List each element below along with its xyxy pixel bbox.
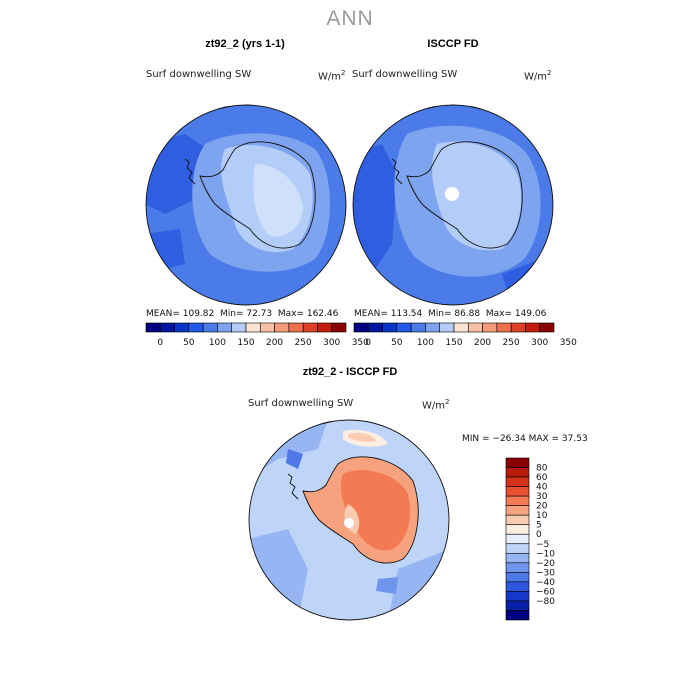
diff-colorbar-swatch	[505, 457, 530, 468]
panel2-field-label: Surf downwelling SW	[352, 69, 458, 80]
panel1-colorbar-swatch	[202, 322, 218, 333]
panel1-colorbar-swatch	[331, 322, 347, 333]
diff-minmax: MIN = −26.34 MAX = 37.53	[462, 434, 588, 444]
panel1-colorbar-swatch	[174, 322, 190, 333]
panel1-map	[145, 104, 347, 306]
panel2-stats: MEAN= 113.54 Min= 86.88 Max= 149.06	[354, 309, 547, 319]
diff-colorbar-tick-label: 40	[536, 483, 548, 493]
diff-colorbar-swatch	[505, 562, 530, 573]
panel2-colorbar-swatch	[525, 322, 541, 333]
panel2-colorbar-tick-label: 50	[391, 338, 403, 348]
panel2-colorbar-tick-label: 100	[417, 338, 434, 348]
diff-map	[248, 419, 450, 621]
diff-colorbar-swatch	[505, 591, 530, 602]
panel1-colorbar-swatch	[145, 322, 161, 333]
diff-colorbar-swatch	[505, 505, 530, 516]
panel2-colorbar-swatch	[539, 322, 555, 333]
diff-colorbar-tick-label: −40	[536, 578, 555, 588]
diff-colorbar-swatch	[505, 543, 530, 554]
panel2-colorbar-swatch	[496, 322, 512, 333]
panel2-map	[352, 104, 554, 306]
panel1-title: zt92_2 (yrs 1-1)	[205, 38, 285, 50]
panel1-colorbar-swatch	[245, 322, 261, 333]
panel1-colorbar-swatch	[288, 322, 304, 333]
diff-colorbar-swatch	[505, 524, 530, 535]
panel2-colorbar-tick-label: 150	[445, 338, 462, 348]
diff-colorbar-swatch	[505, 552, 530, 564]
panel2-colorbar-swatch	[396, 322, 412, 333]
panel1-colorbar-swatch	[317, 322, 333, 333]
panel2-colorbar-tick-label: 200	[474, 338, 491, 348]
diff-colorbar-tick-label: 10	[536, 511, 548, 521]
panel1-colorbar-tick-label: 200	[266, 338, 283, 348]
diff-colorbar-tick-label: −10	[536, 549, 555, 559]
panel1-colorbar-swatch	[159, 322, 175, 333]
panel2-colorbar-swatch	[510, 322, 526, 333]
diff-colorbar-tick-label: 60	[536, 473, 548, 483]
diff-colorbar-tick-label: 30	[536, 492, 548, 502]
diff-colorbar-swatch	[505, 572, 530, 583]
panel2-colorbar-swatch	[410, 322, 426, 333]
diff-colorbar-tick-label: 5	[536, 521, 542, 531]
panel2-colorbar-swatch	[382, 322, 398, 333]
panel1-colorbar-tick-label: 100	[209, 338, 226, 348]
panel2-colorbar-swatch	[467, 322, 483, 333]
panel2-colorbar-swatch	[482, 322, 498, 333]
diff-field-label: Surf downwelling SW	[248, 398, 354, 409]
panel1-colorbar-tick-label: 350	[352, 338, 369, 348]
diff-colorbar-swatch	[505, 600, 530, 611]
panel1-colorbar-swatch	[188, 322, 204, 333]
diff-colorbar-tick-label: −20	[536, 559, 555, 569]
panel1-colorbar-tick-label: 300	[323, 338, 340, 348]
panel2-colorbar-swatch	[367, 322, 383, 333]
panel1-colorbar-swatch	[217, 322, 233, 333]
panel1-colorbar-swatch	[259, 322, 275, 333]
panel2-colorbar-swatch	[439, 322, 455, 333]
panel1-colorbar: 0 50 100 150 200 250 300 350	[145, 322, 369, 348]
diff-colorbar-swatch	[505, 495, 530, 506]
panel2-colorbar-tick-label: 300	[531, 338, 548, 348]
panel2-colorbar-tick-label: 350	[560, 338, 577, 348]
diff-colorbar-swatch	[505, 581, 530, 592]
panel1-colorbar-swatch	[274, 322, 290, 333]
diff-colorbar-tick-label: −60	[536, 587, 555, 597]
diff-colorbar-swatch	[505, 514, 530, 526]
panel2-colorbar: 0 50 100 150 200 250 300 350	[353, 322, 577, 348]
panel1-colorbar-swatch	[302, 322, 318, 333]
diff-colorbar-tick-label: 80	[536, 464, 548, 474]
diff-colorbar-swatch	[505, 486, 530, 497]
panel1-stats: MEAN= 109.82 Min= 72.73 Max= 162.46	[146, 309, 339, 319]
panel1-colorbar-tick-label: 50	[183, 338, 195, 348]
panel2-colorbar-tick-label: 250	[503, 338, 520, 348]
panel1-colorbar-tick-label: 0	[157, 338, 163, 348]
panel2-units: W/m2	[524, 69, 552, 83]
panel2-colorbar-swatch	[453, 322, 469, 333]
panel2-title: ISCCP FD	[427, 38, 479, 50]
panel1-colorbar-swatch	[231, 322, 247, 333]
diff-colorbar-swatch	[505, 467, 530, 478]
panel1-colorbar-tick-label: 250	[295, 338, 312, 348]
panel1-colorbar-tick-label: 150	[237, 338, 254, 348]
diff-colorbar-tick-label: −80	[536, 597, 555, 607]
panel1-units: W/m2	[318, 69, 346, 83]
panel2-colorbar-swatch	[353, 322, 369, 333]
diff-colorbar-swatch	[505, 476, 530, 487]
panel2-colorbar-swatch	[425, 322, 441, 333]
diff-colorbar-swatch	[505, 533, 530, 545]
diff-colorbar-tick-label: 20	[536, 502, 548, 512]
diff-colorbar-tick-label: −30	[536, 568, 555, 578]
diff-colorbar-swatch	[505, 610, 530, 621]
diff-units: W/m2	[422, 398, 450, 412]
diff-title: zt92_2 - ISCCP FD	[302, 366, 398, 378]
diff-colorbar-tick-label: −5	[536, 540, 549, 550]
panel1-field-label: Surf downwelling SW	[146, 69, 252, 80]
diff-colorbar-tick-label: 0	[536, 530, 542, 540]
panel2-colorbar-tick-label: 0	[365, 338, 371, 348]
page-title: ANN	[326, 7, 374, 30]
